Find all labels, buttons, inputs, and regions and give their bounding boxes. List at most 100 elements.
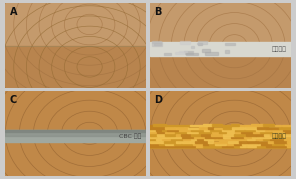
Bar: [203, 124, 212, 126]
Bar: [183, 137, 194, 138]
Bar: [244, 136, 252, 138]
Bar: [176, 134, 181, 136]
Bar: [254, 143, 260, 145]
Bar: [157, 136, 169, 138]
Bar: [150, 126, 291, 148]
Bar: [253, 132, 260, 133]
Bar: [266, 145, 276, 147]
Bar: [186, 53, 198, 55]
Bar: [226, 50, 229, 53]
Bar: [268, 128, 279, 129]
Bar: [176, 141, 181, 143]
Bar: [287, 145, 292, 147]
Bar: [156, 145, 164, 147]
Bar: [197, 138, 204, 141]
Bar: [270, 139, 275, 141]
Bar: [268, 141, 274, 143]
Bar: [205, 52, 218, 55]
Bar: [202, 49, 210, 52]
Bar: [291, 132, 296, 133]
Bar: [165, 127, 176, 129]
Bar: [180, 41, 190, 44]
Bar: [150, 141, 159, 143]
Bar: [264, 134, 269, 136]
Bar: [146, 136, 156, 138]
Bar: [272, 144, 284, 145]
Bar: [165, 133, 175, 136]
Bar: [202, 144, 209, 145]
Bar: [265, 130, 271, 131]
Bar: [260, 132, 272, 133]
Bar: [223, 134, 234, 136]
Bar: [212, 124, 222, 126]
Bar: [214, 138, 225, 141]
Bar: [198, 43, 202, 45]
Bar: [187, 132, 198, 133]
Bar: [5, 130, 146, 132]
Bar: [5, 46, 146, 88]
Bar: [182, 141, 189, 143]
Bar: [222, 129, 234, 131]
Bar: [247, 129, 255, 131]
Bar: [225, 43, 235, 45]
Bar: [154, 43, 161, 45]
Bar: [191, 129, 203, 131]
Bar: [176, 127, 188, 129]
Bar: [184, 145, 195, 147]
Bar: [248, 141, 258, 143]
Bar: [5, 3, 146, 46]
Bar: [157, 131, 165, 133]
Bar: [286, 127, 291, 129]
Bar: [208, 140, 213, 143]
Bar: [222, 145, 234, 147]
Bar: [270, 134, 276, 136]
Bar: [255, 139, 263, 141]
Bar: [245, 126, 256, 129]
Bar: [188, 128, 199, 129]
Bar: [247, 143, 253, 145]
Bar: [234, 132, 241, 133]
Bar: [263, 138, 270, 141]
Text: A: A: [9, 8, 17, 18]
Bar: [190, 141, 195, 143]
Bar: [231, 124, 239, 126]
Bar: [182, 142, 192, 145]
Bar: [258, 142, 268, 143]
Bar: [175, 132, 186, 133]
Bar: [156, 129, 161, 131]
Bar: [257, 146, 266, 147]
Bar: [282, 125, 293, 126]
Bar: [277, 145, 286, 147]
Bar: [241, 132, 252, 133]
Bar: [185, 53, 193, 54]
Bar: [239, 140, 248, 143]
Bar: [149, 146, 156, 147]
Bar: [211, 134, 223, 136]
Bar: [147, 127, 155, 129]
Bar: [179, 51, 187, 52]
Bar: [218, 132, 226, 133]
Bar: [175, 52, 184, 54]
Bar: [196, 146, 203, 147]
Bar: [156, 127, 165, 129]
Bar: [214, 128, 222, 129]
Bar: [209, 139, 214, 141]
Bar: [199, 131, 207, 133]
Bar: [178, 130, 190, 131]
Bar: [242, 142, 246, 145]
Bar: [255, 129, 265, 131]
Bar: [148, 138, 156, 141]
Text: CBC 보드: CBC 보드: [119, 133, 141, 139]
Bar: [240, 146, 246, 147]
Bar: [175, 125, 184, 126]
Bar: [273, 137, 284, 138]
Bar: [222, 125, 230, 126]
Bar: [210, 129, 221, 131]
Bar: [217, 136, 223, 138]
Bar: [5, 130, 146, 136]
Bar: [220, 141, 227, 143]
Bar: [287, 141, 296, 143]
Bar: [284, 139, 296, 141]
Bar: [148, 125, 153, 126]
Bar: [195, 141, 207, 143]
